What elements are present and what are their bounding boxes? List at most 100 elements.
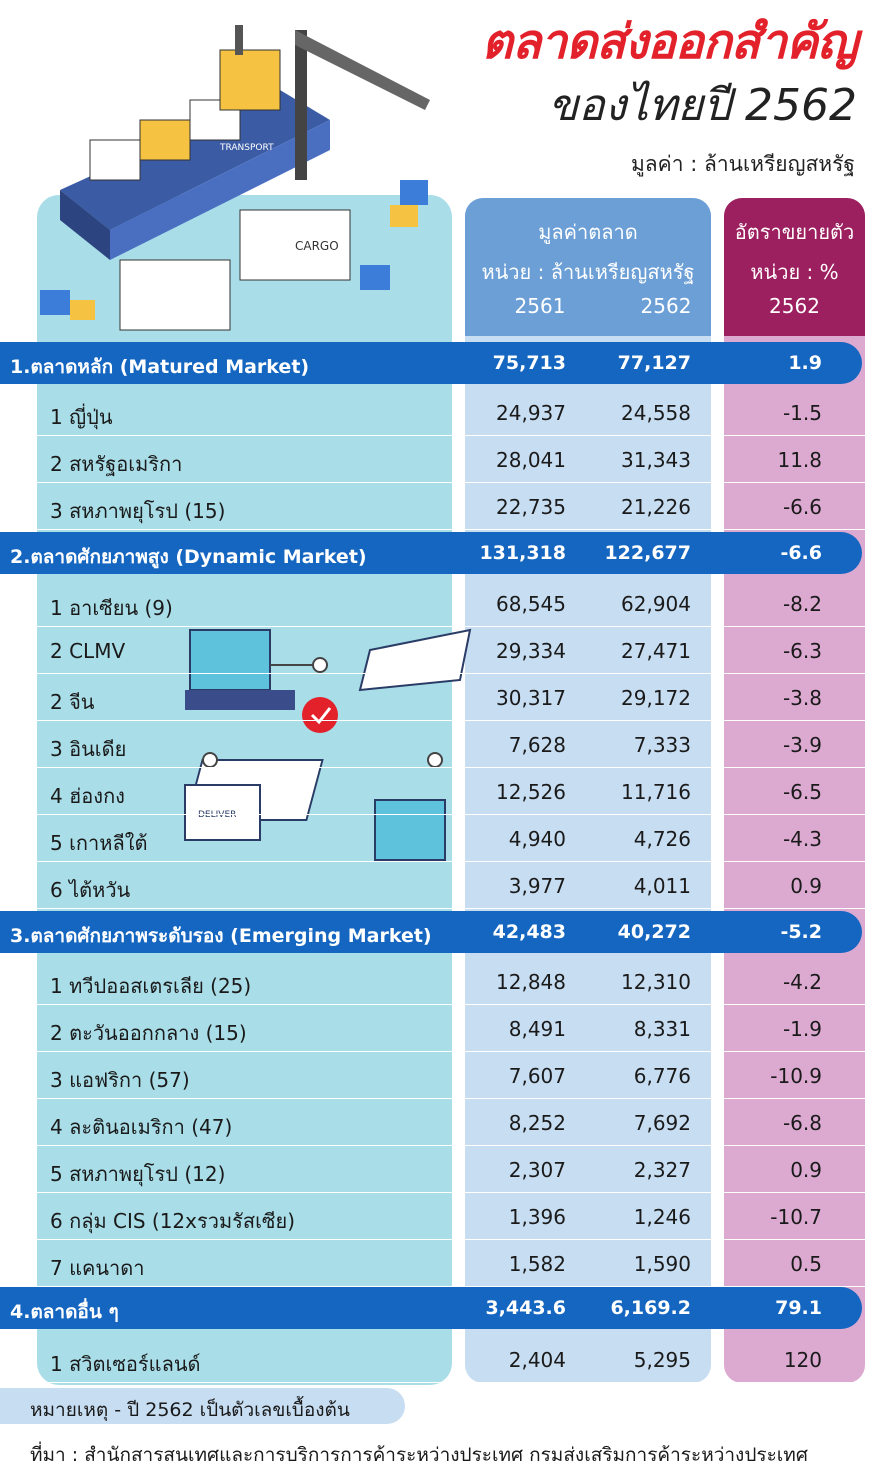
value-2562: 6,169.2	[610, 1297, 691, 1319]
market-name: 6 กลุ่ม CIS (12xรวมรัสเซีย)	[50, 1209, 296, 1233]
year-2561-label: 2561	[514, 294, 566, 318]
page-subtitle: ของไทยปี 2562	[548, 80, 857, 131]
market-name: 1 อาเซียน (9)	[50, 596, 173, 620]
value-2562: 122,677	[604, 542, 691, 564]
row-divider	[37, 908, 865, 909]
value-2562: 1,590	[633, 1252, 691, 1276]
value-header	[465, 198, 711, 336]
table-row: 4 ละตินอเมริกา (47) 8,252 7,692 -6.8	[0, 1099, 875, 1146]
deliver-label: DELIVER	[198, 810, 236, 820]
value-2561: 68,545	[496, 592, 566, 616]
value-2561: 8,252	[508, 1111, 566, 1135]
growth-panel	[724, 198, 865, 1383]
value-2561: 4,940	[508, 827, 566, 851]
value-2562: 7,333	[633, 733, 691, 757]
growth-rate: -6.8	[782, 1111, 822, 1135]
row-divider	[37, 529, 865, 530]
value-2561: 7,628	[508, 733, 566, 757]
value-2562: 27,471	[621, 639, 691, 663]
row-divider	[37, 1239, 865, 1240]
value-2562: 21,226	[621, 495, 691, 519]
growth-rate: 79.1	[775, 1297, 822, 1319]
value-header-unit: หน่วย : ล้านเหรียญสหรัฐ	[481, 260, 695, 284]
table-row: 7 แคนาดา 1,582 1,590 0.5	[0, 1240, 875, 1287]
value-2561: 3,977	[508, 874, 566, 898]
value-2562: 31,343	[621, 448, 691, 472]
value-2562: 7,692	[633, 1111, 691, 1135]
row-divider	[37, 1145, 865, 1146]
value-2562: 40,272	[617, 921, 691, 943]
growth-rate: -5.2	[780, 921, 822, 943]
growth-rate: -8.2	[782, 592, 822, 616]
growth-rate: -6.6	[780, 542, 822, 564]
growth-year-label: 2562	[769, 294, 820, 318]
value-2562: 2,327	[633, 1158, 691, 1182]
value-2561: 1,396	[508, 1205, 566, 1229]
value-2561: 7,607	[508, 1064, 566, 1088]
ship-label: TRANSPORT	[219, 143, 274, 153]
value-2562: 24,558	[621, 401, 691, 425]
growth-rate: 0.9	[790, 1158, 822, 1182]
table-row: 1 ญี่ปุ่น 24,937 24,558 -1.5	[0, 389, 875, 436]
value-2561: 42,483	[492, 921, 566, 943]
growth-rate: 11.8	[777, 448, 822, 472]
logistics-illustration: DELIVER	[184, 628, 472, 861]
market-name: 2 สหรัฐอเมริกา	[50, 452, 183, 476]
market-name: 2 CLMV	[50, 639, 126, 663]
growth-rate: -6.6	[782, 495, 822, 519]
growth-rate: -6.3	[782, 639, 822, 663]
growth-rate: -4.3	[782, 827, 822, 851]
market-name: 3 อินเดีย	[50, 737, 127, 761]
value-2561: 75,713	[492, 352, 566, 374]
row-divider	[37, 1051, 865, 1052]
cargo-label: CARGO	[295, 239, 339, 253]
value-2562: 1,246	[633, 1205, 691, 1229]
table-row: 5 เกาหลีใต้ 4,940 4,726 -4.3	[0, 815, 875, 862]
group-row: 1.ตลาดหลัก (Matured Market) 75,713 77,127 1…	[0, 342, 862, 384]
value-2561: 29,334	[496, 639, 566, 663]
value-2561: 24,937	[496, 401, 566, 425]
year-2562-label: 2562	[640, 294, 692, 318]
growth-rate: -1.5	[782, 401, 822, 425]
row-divider	[37, 720, 865, 721]
value-2562: 4,011	[633, 874, 691, 898]
row-divider	[37, 673, 865, 674]
growth-header	[724, 198, 865, 336]
growth-rate: -10.7	[770, 1205, 822, 1229]
row-divider	[37, 482, 865, 483]
row-divider	[37, 861, 865, 862]
value-2561: 2,404	[508, 1348, 566, 1372]
value-2562: 6,776	[633, 1064, 691, 1088]
table-row: 6 กลุ่ม CIS (12xรวมรัสเซีย) 1,396 1,246 -10…	[0, 1193, 875, 1240]
value-2562: 11,716	[621, 780, 691, 804]
market-name: 2 จีน	[50, 690, 95, 714]
table-row: 3 สหภาพยุโรป (15) 22,735 21,226 -6.6	[0, 483, 875, 530]
table-row: 2 ตะวันออกกลาง (15) 8,491 8,331 -1.9	[0, 1005, 875, 1052]
market-name: 6 ไต้หวัน	[50, 878, 131, 902]
market-name: 3.ตลาดศักยภาพระดับรอง (Emerging Market)	[10, 925, 432, 947]
growth-rate: -3.9	[782, 733, 822, 757]
value-2561: 2,307	[508, 1158, 566, 1182]
market-name: 2 ตะวันออกกลาง (15)	[50, 1021, 247, 1045]
table-row: 6 ไต้หวัน 3,977 4,011 0.9	[0, 862, 875, 909]
value-2562: 5,295	[633, 1348, 691, 1372]
market-name: 4 ละตินอเมริกา (47)	[50, 1115, 233, 1139]
cargo-ship-illustration: CARGO TRANSPORT	[40, 25, 430, 331]
row-divider	[37, 435, 865, 436]
market-name: 1 สวิตเซอร์แลนด์	[50, 1352, 201, 1376]
group-row: 3.ตลาดศักยภาพระดับรอง (Emerging Market) 4…	[0, 911, 862, 953]
value-2561: 8,491	[508, 1017, 566, 1041]
row-divider	[37, 1098, 865, 1099]
growth-rate: 120	[783, 1348, 822, 1372]
market-name: 4 ฮ่องกง	[50, 784, 125, 808]
market-name: 1 ทวีปออสเตรเลีย (25)	[50, 974, 252, 998]
value-2561: 1,582	[508, 1252, 566, 1276]
value-2561: 22,735	[496, 495, 566, 519]
market-name: 3 แอฟริกา (57)	[50, 1068, 190, 1092]
unit-note: มูลค่า : ล้านเหรียญสหรัฐ	[630, 152, 855, 176]
table-row: 1 ทวีปออสเตรเลีย (25) 12,848 12,310 -4.2	[0, 958, 875, 1005]
growth-rate: 0.5	[790, 1252, 822, 1276]
row-divider	[37, 1004, 865, 1005]
value-2561: 3,443.6	[485, 1297, 566, 1319]
value-2562: 4,726	[633, 827, 691, 851]
